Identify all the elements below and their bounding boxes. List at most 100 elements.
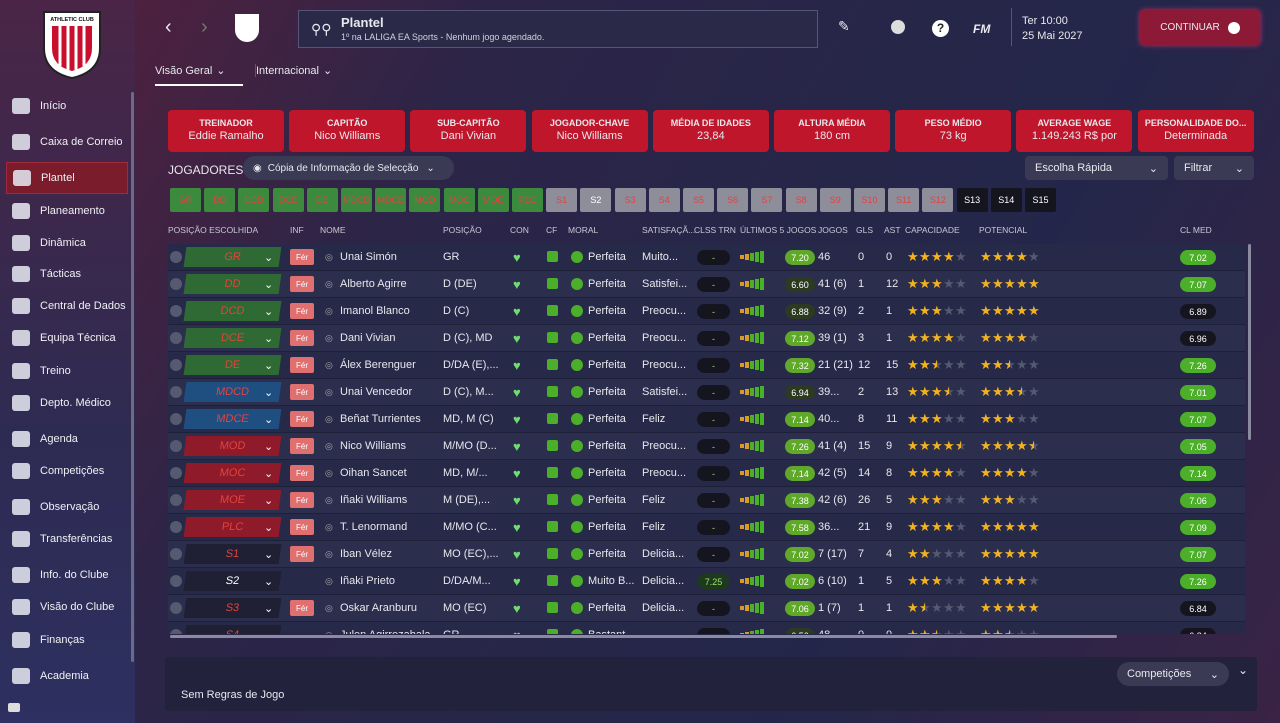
player-name[interactable]: Unai Vencedor [340, 386, 413, 398]
position-filter[interactable]: S3 [614, 188, 646, 212]
player-name[interactable]: Iban Vélez [340, 548, 392, 560]
edit-icon[interactable]: ✎ [838, 18, 850, 34]
menu-item[interactable]: Agenda [6, 424, 126, 454]
player-row[interactable]: MDCD ⌄ Fér ◎ Unai Vencedor D (C), M... ♥ Perfei… [168, 379, 1245, 406]
position-filter[interactable]: MOE [477, 188, 509, 212]
column-header[interactable]: CLSS TRN [694, 225, 736, 235]
position-filter[interactable]: S6 [717, 188, 749, 212]
player-name[interactable]: Álex Berenguer [340, 359, 416, 371]
position-filter[interactable]: MOC [443, 188, 475, 212]
player-name[interactable]: Nico Williams [340, 440, 406, 452]
position-filter[interactable]: S13 [956, 188, 988, 212]
column-header[interactable]: POSIÇÃO [443, 225, 482, 235]
column-header[interactable]: ÚLTIMOS 5 JOGOS [740, 225, 817, 235]
column-header[interactable]: INF [290, 225, 304, 235]
player-row[interactable]: MDCE ⌄ Fér ◎ Beñat Turrientes MD, M (C) ♥ Perfe… [168, 406, 1245, 433]
player-row[interactable]: MOE ⌄ Fér ◎ Iñaki Williams M (DE),... ♥ Perfeit… [168, 487, 1245, 514]
menu-item[interactable]: Tácticas [6, 259, 126, 289]
menu-item[interactable]: Treino [6, 356, 126, 386]
position-filter[interactable]: MOD [409, 188, 441, 212]
position-filter[interactable]: S1 [546, 188, 578, 212]
column-header[interactable]: MORAL [568, 225, 599, 235]
fm-logo[interactable]: FM [973, 22, 991, 36]
menu-item[interactable]: Caixa de Correio [6, 127, 126, 157]
menu-item[interactable]: Transferências [6, 524, 126, 554]
position-filter[interactable]: S5 [683, 188, 714, 212]
competitions-button[interactable]: Competições ⌄ [1117, 662, 1229, 686]
menu-item[interactable]: Central de Dados [6, 291, 126, 321]
column-header[interactable]: POSIÇÃO ESCOLHIDA [168, 225, 259, 235]
player-name[interactable]: Julen Agirrezabala [340, 622, 431, 634]
player-row[interactable]: DCD ⌄ Fér ◎ Imanol Blanco D (C) ♥ Perfeita Preoc… [168, 298, 1245, 325]
player-name[interactable]: T. Lenormand [340, 521, 408, 533]
column-header[interactable]: JOGOS [818, 225, 848, 235]
tab[interactable]: Visão Geral ⌄ [155, 64, 226, 77]
menu-item[interactable]: Depto. Médico [6, 388, 126, 418]
menu-item[interactable]: Dinâmica [6, 228, 126, 258]
date-box[interactable]: Ter 10:00 25 Mai 2027 [1011, 8, 1130, 46]
column-header[interactable]: CF [546, 225, 558, 235]
player-name[interactable]: Oihan Sancet [340, 467, 407, 479]
position-filter[interactable]: DE [306, 188, 338, 212]
position-filter[interactable]: GR [170, 188, 201, 212]
player-name[interactable]: Iñaki Prieto [340, 575, 396, 587]
column-header[interactable]: NOME [320, 225, 346, 235]
player-row[interactable]: DD ⌄ Fér ◎ Alberto Agirre D (DE) ♥ Perfeita Sati… [168, 271, 1245, 298]
player-name[interactable]: Dani Vivian [340, 332, 396, 344]
position-filter[interactable]: S10 [854, 188, 885, 212]
player-row[interactable]: DCE ⌄ Fér ◎ Dani Vivian D (C), MD ♥ Perfeita Pre… [168, 325, 1245, 352]
collapse-button[interactable]: ⌄ [1238, 663, 1249, 677]
position-filter[interactable]: S7 [751, 188, 783, 212]
menu-item[interactable]: Finanças [6, 625, 126, 655]
position-filter[interactable]: S14 [990, 188, 1022, 212]
column-header[interactable]: POTENCIAL [979, 225, 1028, 235]
column-header[interactable]: GLS [856, 225, 874, 235]
quick-pick-button[interactable]: Escolha Rápida ⌄ [1025, 156, 1168, 180]
position-filter[interactable]: S15 [1025, 188, 1056, 212]
player-row[interactable]: MOC ⌄ Fér ◎ Oihan Sancet MD, M/... ♥ Perfeita Pr… [168, 460, 1245, 487]
menu-item[interactable]: Início [6, 91, 126, 121]
player-row[interactable]: MOD ⌄ Fér ◎ Nico Williams M/MO (D... ♥ Perfeita… [168, 433, 1245, 460]
player-row[interactable]: GR ⌄ Fér ◎ Unai Simón GR ♥ Perfeita Muito... -7.2… [168, 244, 1245, 271]
player-name[interactable]: Beñat Turrientes [340, 413, 421, 425]
position-filter[interactable]: MDCD [341, 188, 372, 212]
position-filter[interactable]: S8 [785, 188, 817, 212]
menu-item[interactable]: Plantel [6, 162, 128, 194]
position-filter[interactable]: S9 [819, 188, 851, 212]
player-name[interactable]: Imanol Blanco [340, 305, 410, 317]
position-filter[interactable]: DCE [272, 188, 304, 212]
position-filter[interactable]: S4 [648, 188, 680, 212]
trophy-icon[interactable] [891, 20, 905, 34]
player-row[interactable]: S3 ⌄ Fér ◎ Oskar Aranburu MO (EC) ♥ Perfeita Del… [168, 595, 1245, 622]
filter-button[interactable]: Filtrar ⌄ [1174, 156, 1254, 180]
tab[interactable]: Internacional ⌄ [255, 64, 332, 77]
menu-item[interactable]: Competições [6, 456, 126, 486]
position-filter[interactable]: S11 [888, 188, 920, 212]
menu-item[interactable]: Academia [6, 661, 126, 691]
back-button[interactable]: ‹ [165, 16, 172, 38]
player-row[interactable]: DE ⌄ Fér ◎ Álex Berenguer D/DA (E),... ♥ Perfei… [168, 352, 1245, 379]
position-filter[interactable]: DD [204, 188, 236, 212]
column-header[interactable]: AST [884, 225, 901, 235]
copy-selection-button[interactable]: ◉ Cópia de Informação de Selecção ⌄ [243, 156, 454, 180]
menu-item[interactable]: Planeamento [6, 196, 126, 226]
column-header[interactable]: CON [510, 225, 529, 235]
player-row[interactable]: S2 ⌄ ◎ Iñaki Prieto D/DA/M... ♥ Muito B... Deli… [168, 568, 1245, 595]
player-name[interactable]: Alberto Agirre [340, 278, 407, 290]
forward-button[interactable]: › [201, 16, 208, 38]
position-filter[interactable]: DCD [238, 188, 270, 212]
player-row[interactable]: S1 ⌄ Fér ◎ Iban Vélez MO (EC),... ♥ Perfeita Del… [168, 541, 1245, 568]
continue-button[interactable]: CONTINUAR [1140, 10, 1260, 45]
menu-item[interactable]: Equipa Técnica [6, 323, 126, 353]
menu-item[interactable]: Observação [6, 492, 126, 522]
column-header[interactable]: SATISFAÇÃ... [642, 225, 696, 235]
club-icon[interactable] [235, 14, 259, 42]
column-header[interactable]: CL MED [1180, 225, 1212, 235]
column-header[interactable]: CAPACIDADE [905, 225, 960, 235]
position-filter[interactable]: PLC [512, 188, 543, 212]
player-name[interactable]: Iñaki Williams [340, 494, 408, 506]
player-name[interactable]: Unai Simón [340, 251, 397, 263]
help-icon[interactable]: ? [932, 20, 949, 37]
position-filter[interactable]: S12 [922, 188, 954, 212]
position-filter[interactable]: MDCE [375, 188, 407, 212]
